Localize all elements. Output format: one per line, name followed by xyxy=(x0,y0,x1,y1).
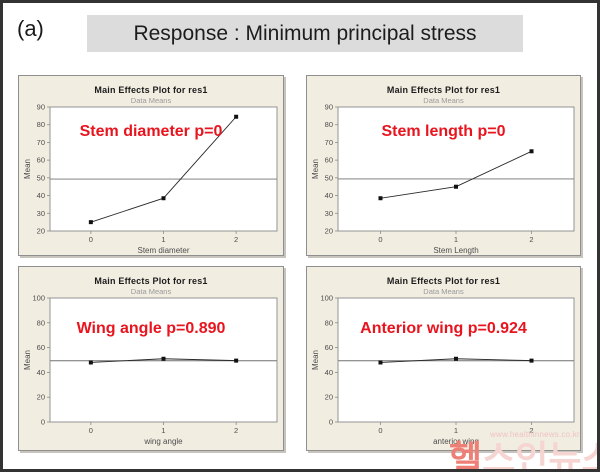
y-tick-label: 60 xyxy=(37,156,45,165)
y-tick-label: 60 xyxy=(37,343,45,352)
x-axis-label: anterior wing xyxy=(433,437,479,446)
data-point xyxy=(454,184,458,189)
x-tick-label: 1 xyxy=(454,426,458,435)
y-tick-label: 30 xyxy=(325,209,333,218)
x-axis-label: Stem diameter xyxy=(137,246,189,255)
y-tick-label: 30 xyxy=(37,209,45,218)
data-point xyxy=(529,149,534,154)
y-tick-label: 100 xyxy=(32,295,45,303)
chart-subtitle: Data Means xyxy=(423,96,464,105)
wing-angle-plot: 0 20 40 60 80 100 0 1 2 Mean wing angle xyxy=(23,295,278,446)
x-tick-label: 2 xyxy=(529,235,533,244)
stem-diameter-plot: 20 30 40 50 60 70 80 90 0 1 2 Mean Stem diameter xyxy=(23,104,278,255)
plot-frame xyxy=(49,106,278,232)
data-point xyxy=(161,196,166,201)
y-axis-label: Mean xyxy=(311,350,320,370)
plot-frame xyxy=(337,106,575,232)
watermark-url: www.healthinnews.co.kr xyxy=(490,430,580,439)
y-tick-label: 20 xyxy=(37,227,45,236)
p-value-annotation-stem-length: Stem length p=0 xyxy=(381,123,506,140)
p-value-annotation-stem-diameter: Stem diameter p=0 xyxy=(79,123,223,140)
plot-area xyxy=(50,107,277,231)
chart-subtitle: Data Means xyxy=(423,287,464,296)
data-point xyxy=(161,356,166,361)
response-title-text: Response : Minimum principal stress xyxy=(133,21,477,45)
plot-frame xyxy=(337,297,575,423)
y-tick-label: 40 xyxy=(37,191,45,200)
x-tick-label: 2 xyxy=(234,235,238,244)
y-tick-label: 100 xyxy=(320,295,333,303)
data-point xyxy=(88,220,93,225)
chart-title: Main Effects Plot for res1 xyxy=(386,276,501,286)
x-axis-label: Stem Length xyxy=(433,246,478,255)
y-tick-label: 60 xyxy=(325,156,333,165)
x-tick-label: 0 xyxy=(89,426,93,435)
y-tick-label: 20 xyxy=(325,393,333,402)
y-tick-label: 80 xyxy=(37,120,45,129)
panel-anterior-wing: Main Effects Plot for res1 Data Means 0 2… xyxy=(306,266,581,451)
panel-stem-length: Main Effects Plot for res1 Data Means 20… xyxy=(306,75,581,256)
panel-wing-angle: Main Effects Plot for res1 Data Means 0 2… xyxy=(18,266,284,451)
y-tick-label: 80 xyxy=(37,318,45,327)
chart-title: Main Effects Plot for res1 xyxy=(94,85,208,95)
y-tick-label: 50 xyxy=(325,173,333,182)
x-tick-label: 0 xyxy=(89,235,93,244)
y-tick-label: 20 xyxy=(37,393,45,402)
y-tick-label: 40 xyxy=(325,368,333,377)
x-tick-label: 1 xyxy=(454,235,458,244)
y-tick-label: 90 xyxy=(37,104,45,112)
x-tick-label: 1 xyxy=(161,235,165,244)
response-title-box: Response : Minimum principal stress xyxy=(87,15,523,52)
y-tick-label: 40 xyxy=(37,368,45,377)
x-tick-label: 2 xyxy=(529,426,533,435)
p-value-annotation-anterior-wing: Anterior wing p=0.924 xyxy=(360,320,527,337)
figure-label: (a) xyxy=(17,16,44,41)
watermark-logo-first-char: 헬 xyxy=(449,438,483,472)
chart-title: Main Effects Plot for res1 xyxy=(94,276,208,286)
anterior-wing-plot: 0 20 40 60 80 100 0 1 2 Mean anterior wing xyxy=(311,295,575,446)
data-point xyxy=(454,356,458,361)
chart-subtitle: Data Means xyxy=(130,96,172,105)
chart-subtitle: Data Means xyxy=(130,287,172,296)
y-tick-label: 70 xyxy=(37,138,45,147)
y-tick-label: 80 xyxy=(325,120,333,129)
stem-length-plot: 20 30 40 50 60 70 80 90 0 1 2 Mean Stem Length xyxy=(311,104,575,255)
panel-stem-diameter: Main Effects Plot for res1 Data Means 20… xyxy=(18,75,284,256)
y-tick-label: 90 xyxy=(325,104,333,112)
x-tick-label: 1 xyxy=(161,426,165,435)
x-tick-label: 0 xyxy=(378,235,382,244)
y-axis-label: Mean xyxy=(23,159,32,179)
y-axis-label: Mean xyxy=(311,159,320,179)
data-point xyxy=(529,358,534,363)
y-tick-label: 70 xyxy=(325,138,333,147)
x-axis-label: wing angle xyxy=(143,437,183,446)
data-point xyxy=(378,196,383,201)
y-tick-label: 20 xyxy=(325,227,333,236)
data-point xyxy=(88,360,93,365)
watermark-logo: 헬스인뉴스 xyxy=(449,438,597,472)
chart-title: Main Effects Plot for res1 xyxy=(386,85,501,95)
data-point xyxy=(378,360,383,365)
x-tick-label: 0 xyxy=(378,426,382,435)
data-point xyxy=(234,114,239,119)
y-tick-label: 0 xyxy=(329,418,333,427)
y-tick-label: 0 xyxy=(41,418,45,427)
watermark-logo-rest: 스인뉴스 xyxy=(482,438,597,472)
y-tick-label: 80 xyxy=(325,318,333,327)
p-value-annotation-wing-angle: Wing angle p=0.890 xyxy=(76,320,226,337)
data-point xyxy=(234,358,239,363)
y-tick-label: 40 xyxy=(325,191,333,200)
x-tick-label: 2 xyxy=(234,426,238,435)
y-tick-label: 50 xyxy=(37,173,45,182)
plot-frame xyxy=(49,297,278,423)
y-tick-label: 60 xyxy=(325,343,333,352)
y-axis-label: Mean xyxy=(23,350,32,370)
plot-area xyxy=(338,107,574,231)
